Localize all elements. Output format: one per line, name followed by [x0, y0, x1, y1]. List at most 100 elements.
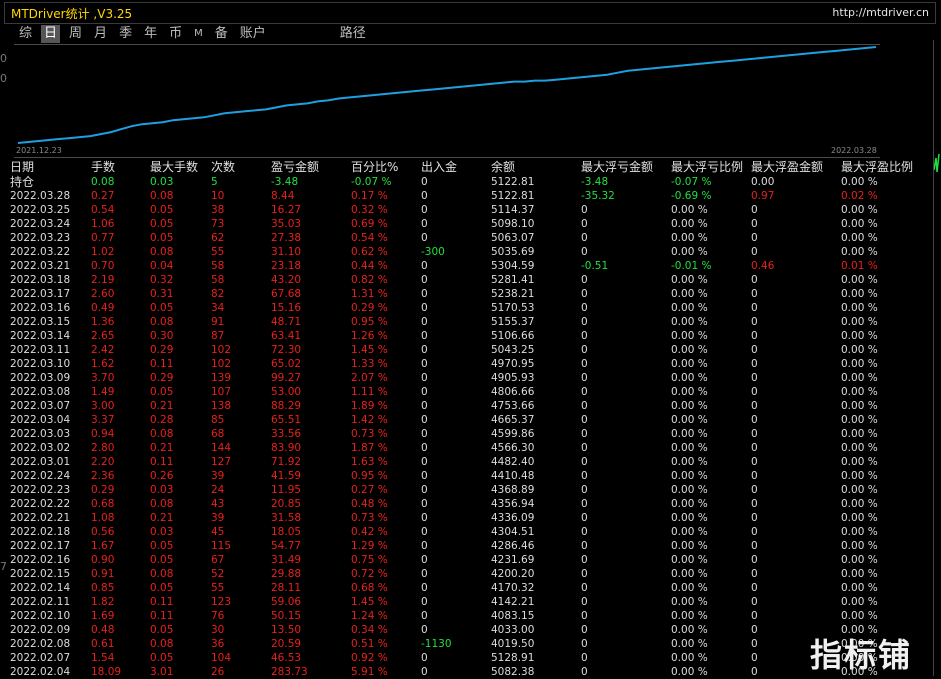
tab-1[interactable]: 日 [41, 25, 61, 43]
table-cell: 0.00 % [841, 344, 878, 356]
table-row[interactable]: 2022.03.08 1.49 0.05 107 53.00 1.11 % 0 4806.66… [10, 385, 930, 399]
table-cell: 0.21 [150, 400, 174, 412]
table-row[interactable]: 2022.02.15 0.91 0.08 52 29.88 0.72 % 0 4200.20 0… [10, 567, 930, 581]
table-row[interactable]: 2022.03.22 1.02 0.08 55 31.10 0.62 % -300 5035.… [10, 245, 930, 259]
column-header[interactable]: 最大浮盈金额 [751, 160, 824, 174]
column-header[interactable]: 百分比% [351, 160, 399, 174]
table-row[interactable]: 2022.02.17 1.67 0.05 115 54.77 1.29 % 0 4286.46… [10, 539, 930, 553]
table-cell: 4286.46 [491, 540, 535, 552]
table-cell: 0.00 % [841, 442, 878, 454]
table-cell: 138 [211, 400, 232, 412]
website-link[interactable]: http://mtdriver.cn [832, 6, 929, 19]
table-cell: 58 [211, 260, 225, 272]
column-header[interactable]: 日期 [10, 160, 35, 174]
column-header[interactable]: 最大浮亏金额 [581, 160, 654, 174]
table-row[interactable]: 2022.02.11 1.82 0.11 123 59.06 1.45 % 0 4142.21… [10, 595, 930, 609]
table-row[interactable]: 2022.03.11 2.42 0.29 102 72.30 1.45 % 0 5043.25… [10, 343, 930, 357]
table-cell: 34 [211, 302, 225, 314]
table-cell: 1.33 % [351, 358, 388, 370]
table-cell: 2022.03.07 [10, 400, 71, 412]
column-header[interactable]: 最大手数 [150, 160, 199, 174]
tab-9[interactable]: 账户 [239, 26, 266, 41]
table-cell: 0.44 % [351, 260, 388, 272]
tab-3[interactable]: 月 [94, 26, 108, 41]
table-cell: 0.00 % [841, 526, 878, 538]
table-cell: 2022.03.04 [10, 414, 71, 426]
table-cell: 0.01 % [841, 260, 878, 272]
table-row[interactable]: 2022.03.16 0.49 0.05 34 15.16 0.29 % 0 5170.53 0… [10, 301, 930, 315]
tab-6[interactable]: 币 [169, 26, 183, 41]
table-cell: 3.00 [91, 400, 115, 412]
tab-5[interactable]: 年 [144, 26, 158, 41]
table-cell: 73 [211, 218, 225, 230]
table-cell: 1.11 % [351, 386, 388, 398]
table-row[interactable]: 2022.03.23 0.77 0.05 62 27.38 0.54 % 0 5063.07 0… [10, 231, 930, 245]
table-row[interactable]: 2022.03.18 2.19 0.32 58 43.20 0.82 % 0 5281.41 0… [10, 273, 930, 287]
table-row[interactable]: 2022.02.07 1.54 0.05 104 46.53 0.92 % 0 5128.91… [10, 651, 930, 665]
table-row[interactable]: 2022.02.21 1.08 0.21 39 31.58 0.73 % 0 4336.09 0… [10, 511, 930, 525]
table-cell: 1.08 [91, 512, 115, 524]
table-row[interactable]: 2022.02.10 1.69 0.11 76 50.15 1.24 % 0 4083.15 0… [10, 609, 930, 623]
table-row[interactable]: 2022.03.14 2.65 0.30 87 63.41 1.26 % 0 5106.66 0… [10, 329, 930, 343]
table-cell: 99.27 [271, 372, 302, 384]
table-row[interactable]: 2022.03.04 3.37 0.28 85 65.51 1.42 % 0 4665.37 0… [10, 413, 930, 427]
table-cell: 0.00 % [841, 204, 878, 216]
table-row[interactable]: 2022.03.10 1.62 0.11 102 65.02 1.33 % 0 4970.95… [10, 357, 930, 371]
table-row[interactable]: 2022.03.03 0.94 0.08 68 33.56 0.73 % 0 4599.86 0… [10, 427, 930, 441]
tab-0[interactable]: 综 [19, 26, 33, 41]
column-header[interactable]: 出入金 [421, 160, 458, 174]
table-cell: 0.04 [150, 260, 174, 272]
table-row[interactable]: 2022.02.22 0.68 0.08 43 20.85 0.48 % 0 4356.94 0… [10, 497, 930, 511]
table-row[interactable]: 2022.03.01 2.20 0.11 127 71.92 1.63 % 0 4482.40… [10, 455, 930, 469]
table-cell: 91 [211, 316, 225, 328]
column-header[interactable]: 次数 [211, 160, 236, 174]
column-header[interactable]: 最大浮亏比例 [671, 160, 744, 174]
table-row[interactable]: 2022.02.23 0.29 0.03 24 11.95 0.27 % 0 4368.89 0… [10, 483, 930, 497]
table-row[interactable]: 2022.03.28 0.27 0.08 10 8.44 0.17 % 0 5122.81 -3… [10, 189, 930, 203]
tab-8[interactable]: 备 [214, 26, 228, 41]
table-row[interactable]: 2022.03.24 1.06 0.05 73 35.03 0.69 % 0 5098.10 0… [10, 217, 930, 231]
table-row[interactable]: 2022.03.09 3.70 0.29 139 99.27 2.07 % 0 4905.93… [10, 371, 930, 385]
table-row[interactable]: 2022.02.18 0.56 0.03 45 18.05 0.42 % 0 4304.51 0… [10, 525, 930, 539]
table-cell: 107 [211, 386, 232, 398]
table-cell: 0 [421, 218, 428, 230]
table-cell: 2022.03.24 [10, 218, 71, 230]
table-cell: 0.00 % [671, 274, 708, 286]
column-header[interactable]: 最大浮盈比例 [841, 160, 914, 174]
table-row[interactable]: 2022.03.25 0.54 0.05 38 16.27 0.32 % 0 5114.37 0… [10, 203, 930, 217]
table-row[interactable]: 2022.02.08 0.61 0.08 36 20.59 0.51 % -1130 4019… [10, 637, 930, 651]
table-cell: 0 [581, 386, 588, 398]
table-row[interactable]: 2022.02.09 0.48 0.05 30 13.50 0.34 % 0 4033.00 0… [10, 623, 930, 637]
table-row[interactable]: 2022.03.15 1.36 0.08 91 48.71 0.95 % 0 5155.37 0… [10, 315, 930, 329]
table-row[interactable]: 2022.03.21 0.70 0.04 58 23.18 0.44 % 0 5304.59 -… [10, 259, 930, 273]
table-cell: 0 [751, 302, 758, 314]
column-header[interactable]: 盈亏金额 [271, 160, 320, 174]
column-header[interactable]: 余额 [491, 160, 516, 174]
table-cell: 0.00 % [841, 330, 878, 342]
tab-2[interactable]: 周 [69, 26, 83, 41]
table-row[interactable]: 2022.02.14 0.85 0.05 55 28.11 0.68 % 0 4170.32 0… [10, 581, 930, 595]
table-cell: 0 [421, 624, 428, 636]
column-header[interactable]: 手数 [91, 160, 116, 174]
table-cell: 0.00 % [841, 470, 878, 482]
table-cell: 2022.03.23 [10, 232, 71, 244]
holding-row[interactable]: 持仓 0.08 0.03 5 -3.48 -0.07 % 0 5122.81 -3.48 -0.0… [10, 175, 930, 189]
table-cell: 2022.02.09 [10, 624, 71, 636]
tab-10[interactable]: 路径 [339, 26, 366, 41]
table-row[interactable]: 2022.02.16 0.90 0.05 67 31.49 0.75 % 0 4231.69 0… [10, 553, 930, 567]
table-cell: 0.00 % [841, 582, 878, 594]
table-cell: 0 [581, 638, 588, 650]
table-cell: 4753.66 [491, 400, 535, 412]
tab-4[interactable]: 季 [119, 26, 133, 41]
tab-7[interactable]: M [194, 28, 203, 39]
table-cell: 55 [211, 246, 225, 258]
table-cell: 5043.25 [491, 344, 535, 356]
table-row[interactable]: 2022.03.02 2.80 0.21 144 83.90 1.87 % 0 4566.30… [10, 441, 930, 455]
table-cell: 4356.94 [491, 498, 535, 510]
table-row[interactable]: 2022.03.07 3.00 0.21 138 88.29 1.89 % 0 4753.66… [10, 399, 930, 413]
table-row[interactable]: 2022.03.17 2.60 0.31 82 67.68 1.31 % 0 5238.21 0… [10, 287, 930, 301]
table-cell: 2022.03.10 [10, 358, 71, 370]
table-row[interactable]: 2022.02.24 2.36 0.26 39 41.59 0.95 % 0 4410.48 0… [10, 469, 930, 483]
table-row[interactable]: 2022.02.04 18.09 3.01 26 283.73 5.91 % 0 5082.3… [10, 665, 930, 679]
